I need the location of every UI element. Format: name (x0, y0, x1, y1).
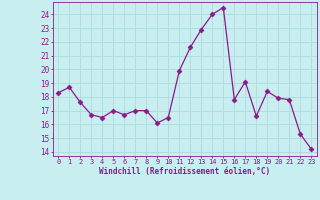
X-axis label: Windchill (Refroidissement éolien,°C): Windchill (Refroidissement éolien,°C) (99, 167, 270, 176)
